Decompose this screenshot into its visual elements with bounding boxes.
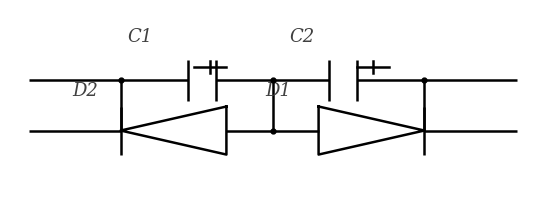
- Text: D1: D1: [265, 82, 291, 100]
- Text: D2: D2: [72, 82, 98, 100]
- Text: C2: C2: [290, 28, 315, 46]
- Text: C1: C1: [127, 28, 152, 46]
